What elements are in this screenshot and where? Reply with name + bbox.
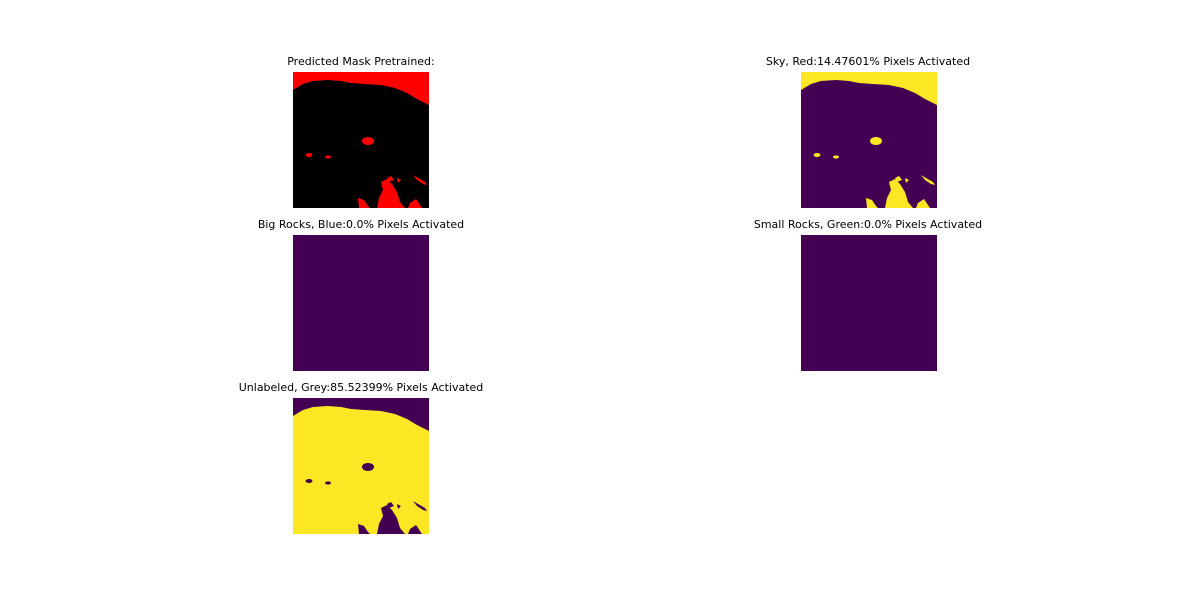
mask-background-region (293, 80, 429, 208)
big-rocks-activation-image (293, 235, 429, 371)
mask-rock-blobs (305, 137, 427, 208)
panel-title-small-rocks: Small Rocks, Green:0.0% Pixels Activated (753, 218, 983, 231)
sky-activation-image (801, 72, 937, 208)
panel-title-unlabeled: Unlabeled, Grey:85.52399% Pixels Activat… (238, 381, 484, 394)
panel-title-predicted-mask: Predicted Mask Pretrained: (287, 55, 435, 68)
unlabeled-activation-image (293, 398, 429, 534)
small-rocks-activation-image (801, 235, 937, 371)
panel-title-sky: Sky, Red:14.47601% Pixels Activated (765, 55, 971, 68)
panel-title-big-rocks: Big Rocks, Blue:0.0% Pixels Activated (257, 218, 465, 231)
big-rocks-inactive-region (293, 235, 429, 371)
sky-rock-blobs (813, 137, 935, 208)
sky-inactive-region (801, 80, 937, 208)
unlabeled-rock-blobs (305, 463, 427, 534)
small-rocks-inactive-region (801, 235, 937, 371)
predicted-mask-image (293, 72, 429, 208)
unlabeled-activated-region (293, 406, 429, 534)
